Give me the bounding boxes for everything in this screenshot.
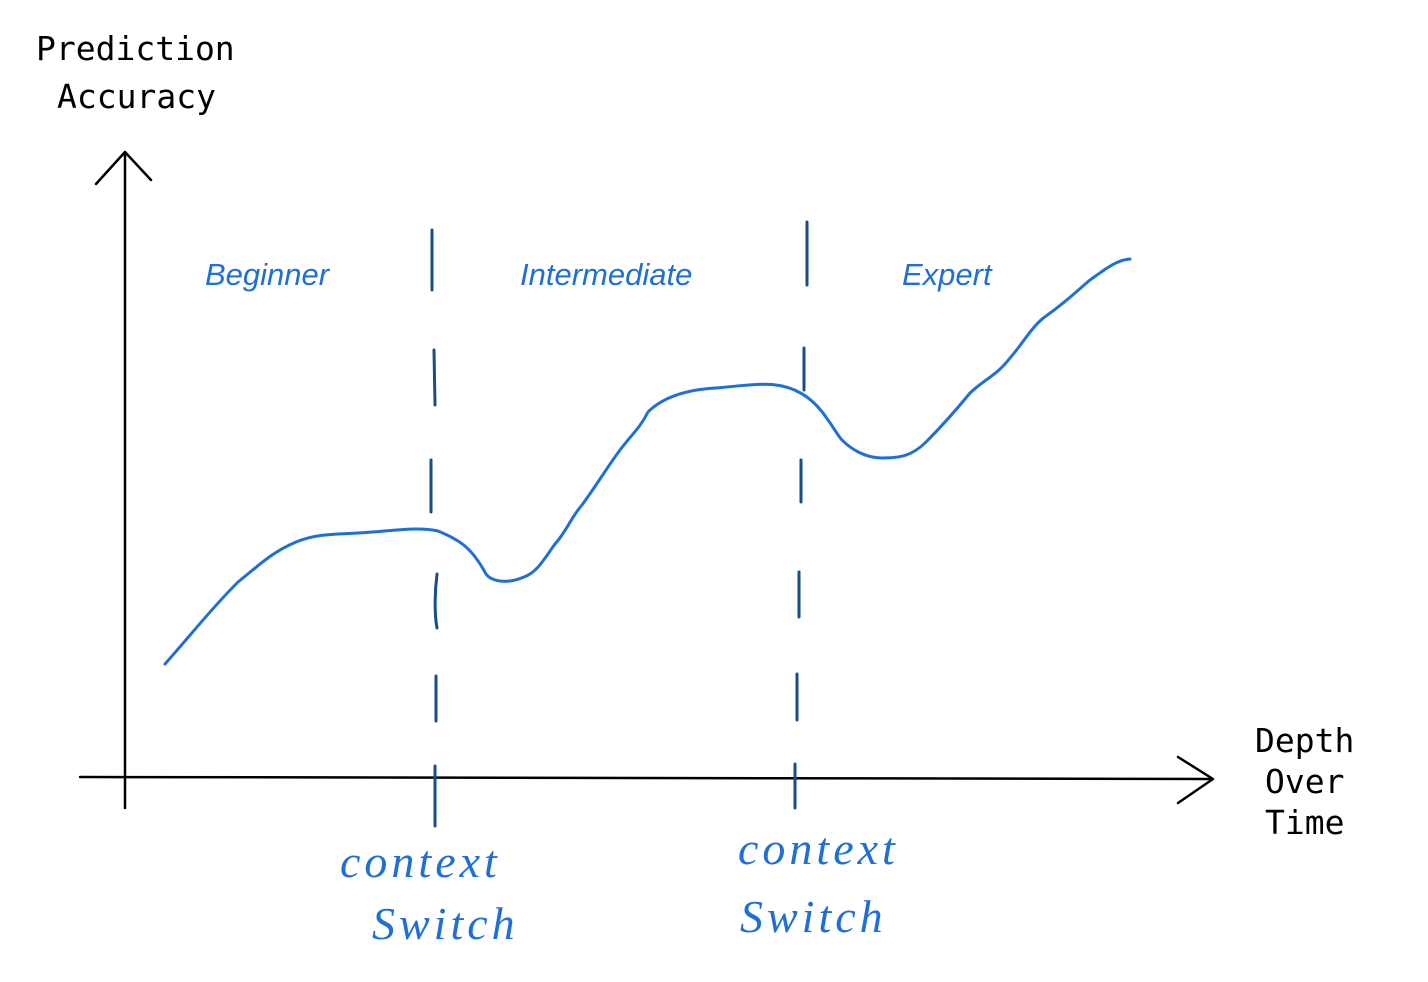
- x-axis-label-line-3: Time: [1265, 803, 1344, 842]
- x-axis-label-line-2: Over: [1265, 762, 1344, 801]
- y-axis-label-line-1: Prediction: [36, 29, 235, 68]
- stage-labels: Beginner Intermediate Expert: [205, 257, 993, 292]
- boundary-label-2-line-2: Switch: [740, 891, 887, 942]
- divider-2: [793, 220, 809, 810]
- divider-1: [429, 228, 439, 828]
- stage-label-intermediate: Intermediate: [520, 257, 692, 292]
- boundary-label-2-line-1: context: [738, 823, 899, 874]
- divider-1-segment: [433, 572, 439, 630]
- axes: [78, 150, 1215, 810]
- x-axis-label: Depth Over Time: [1255, 721, 1374, 842]
- boundary-label-2: context Switch: [738, 823, 914, 942]
- boundary-label-1-line-2: Switch: [372, 898, 519, 949]
- boundary-label-1: context Switch: [340, 836, 519, 949]
- stage-label-expert: Expert: [902, 257, 993, 292]
- x-axis-label-line-1: Depth: [1255, 721, 1354, 760]
- boundary-label-1-line-1: context: [340, 836, 501, 887]
- divider-1-segment: [432, 348, 437, 407]
- stage-label-beginner: Beginner: [205, 257, 331, 292]
- x-axis-line: [78, 775, 1214, 781]
- accuracy-curve: [163, 257, 1132, 666]
- x-axis-arrowhead: [1176, 755, 1215, 805]
- y-axis-label: Prediction Accuracy: [36, 29, 255, 116]
- y-axis-arrowhead: [94, 150, 153, 186]
- y-axis-label-line-2: Accuracy: [57, 77, 216, 116]
